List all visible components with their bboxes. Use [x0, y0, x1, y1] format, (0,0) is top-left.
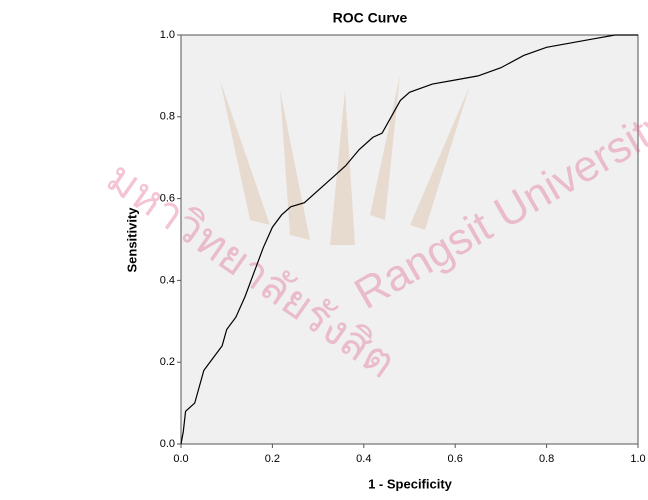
- chart-title: ROC Curve: [333, 10, 408, 26]
- y-tick-label: 0.4: [160, 274, 175, 286]
- y-tick-label: 0.0: [160, 438, 175, 450]
- y-axis-label: Sensitivity: [124, 207, 139, 273]
- plot-area: [180, 34, 639, 445]
- watermark-logo: [220, 75, 470, 245]
- y-tick-label: 0.2: [160, 356, 175, 368]
- x-tick-label: 0.6: [448, 453, 463, 465]
- y-tick-label: 0.6: [160, 193, 175, 205]
- y-tick-label: 1.0: [160, 29, 175, 41]
- x-tick-label: 0.0: [173, 453, 188, 465]
- roc-line: [180, 34, 638, 445]
- x-tick-label: 0.8: [539, 453, 554, 465]
- x-axis-label: 1 - Specificity: [368, 476, 453, 491]
- x-tick-label: 0.4: [356, 453, 371, 465]
- y-tick-label: 0.8: [160, 111, 175, 123]
- x-tick-label: 0.2: [265, 453, 280, 465]
- x-tick-label: 1.0: [630, 453, 645, 465]
